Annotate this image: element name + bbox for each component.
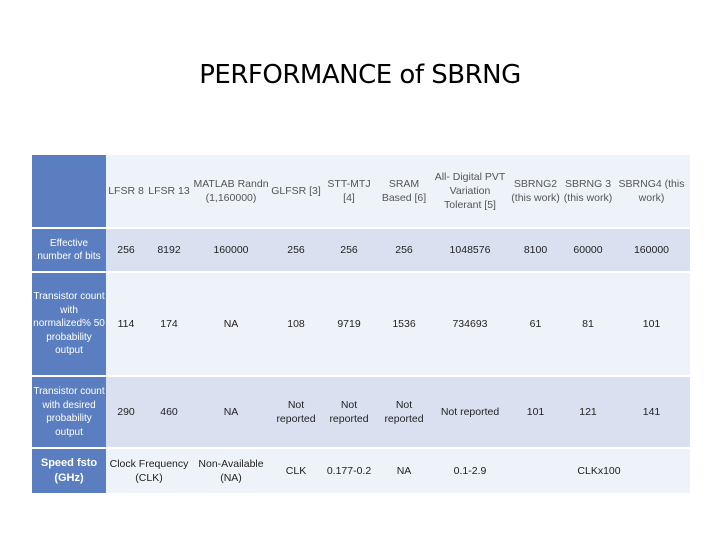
- table-cell: 81: [563, 272, 613, 377]
- table-cell: 160000: [613, 228, 690, 273]
- row-label: Transistor count with normalized% 50 pro…: [32, 272, 106, 377]
- table-cell: 108: [270, 272, 322, 377]
- table-cell: 121: [563, 376, 613, 449]
- table-cell: 1048576: [432, 228, 508, 273]
- table-cell: 0.177-0.2: [322, 448, 376, 495]
- table-cell: 290: [106, 376, 146, 449]
- header-corner-cell: [32, 155, 106, 229]
- header-sbrng3: SBRNG 3 (this work): [563, 155, 613, 229]
- header-sbrng4: SBRNG4 (this work): [613, 155, 690, 229]
- row-label: Transistor count with desired probabilit…: [32, 376, 106, 449]
- table-cell: Not reported: [376, 376, 432, 449]
- table-row: Effective number of bits 256 8192 160000…: [32, 228, 690, 273]
- table-cell: 114: [106, 272, 146, 377]
- table-cell: Clock Frequency (CLK): [106, 448, 192, 495]
- header-glfsr: GLFSR [3]: [270, 155, 322, 229]
- table-cell: 8192: [146, 228, 192, 273]
- header-row: LFSR 8 LFSR 13 MATLAB Randn (1,160000) G…: [32, 155, 690, 229]
- header-lfsr8: LFSR 8: [106, 155, 146, 229]
- table-cell: NA: [192, 376, 270, 449]
- table-row: Transistor count with normalized% 50 pro…: [32, 272, 690, 377]
- table-cell: CLKx100: [508, 448, 690, 495]
- table-cell: NA: [192, 272, 270, 377]
- table-cell: 256: [322, 228, 376, 273]
- table-cell: Non-Available (NA): [192, 448, 270, 495]
- table-cell: Not reported: [432, 376, 508, 449]
- table-cell: 1536: [376, 272, 432, 377]
- table-cell: 61: [508, 272, 563, 377]
- table-cell: 0.1-2.9: [432, 448, 508, 495]
- row-label: Effective number of bits: [32, 228, 106, 273]
- table-cell: 174: [146, 272, 192, 377]
- row-label-speed: Speed fsto (GHz): [32, 448, 106, 495]
- table-cell: 160000: [192, 228, 270, 273]
- header-lfsr13: LFSR 13: [146, 155, 192, 229]
- table-cell: CLK: [270, 448, 322, 495]
- table-cell: Not reported: [270, 376, 322, 449]
- header-sram: SRAM Based [6]: [376, 155, 432, 229]
- table-cell: 256: [270, 228, 322, 273]
- table-cell: 101: [613, 272, 690, 377]
- table-cell: 734693: [432, 272, 508, 377]
- table-cell: 256: [106, 228, 146, 273]
- table-row: Transistor count with desired probabilit…: [32, 376, 690, 449]
- header-all-digital: All- Digital PVT Variation Tolerant [5]: [432, 155, 508, 229]
- table-cell: 101: [508, 376, 563, 449]
- table-cell: 9719: [322, 272, 376, 377]
- header-stt-mtj: STT-MTJ [4]: [322, 155, 376, 229]
- page-title: PERFORMANCE of SBRNG: [199, 60, 521, 90]
- table-cell: 256: [376, 228, 432, 273]
- table-cell: 8100: [508, 228, 563, 273]
- table-cell: 141: [613, 376, 690, 449]
- table-cell: 460: [146, 376, 192, 449]
- header-sbrng2: SBRNG2 (this work): [508, 155, 563, 229]
- table-cell: 60000: [563, 228, 613, 273]
- header-matlab: MATLAB Randn (1,160000): [192, 155, 270, 229]
- table-cell: NA: [376, 448, 432, 495]
- speed-row: Speed fsto (GHz) Clock Frequency (CLK) N…: [32, 448, 690, 495]
- performance-table: LFSR 8 LFSR 13 MATLAB Randn (1,160000) G…: [32, 155, 690, 495]
- table-cell: Not reported: [322, 376, 376, 449]
